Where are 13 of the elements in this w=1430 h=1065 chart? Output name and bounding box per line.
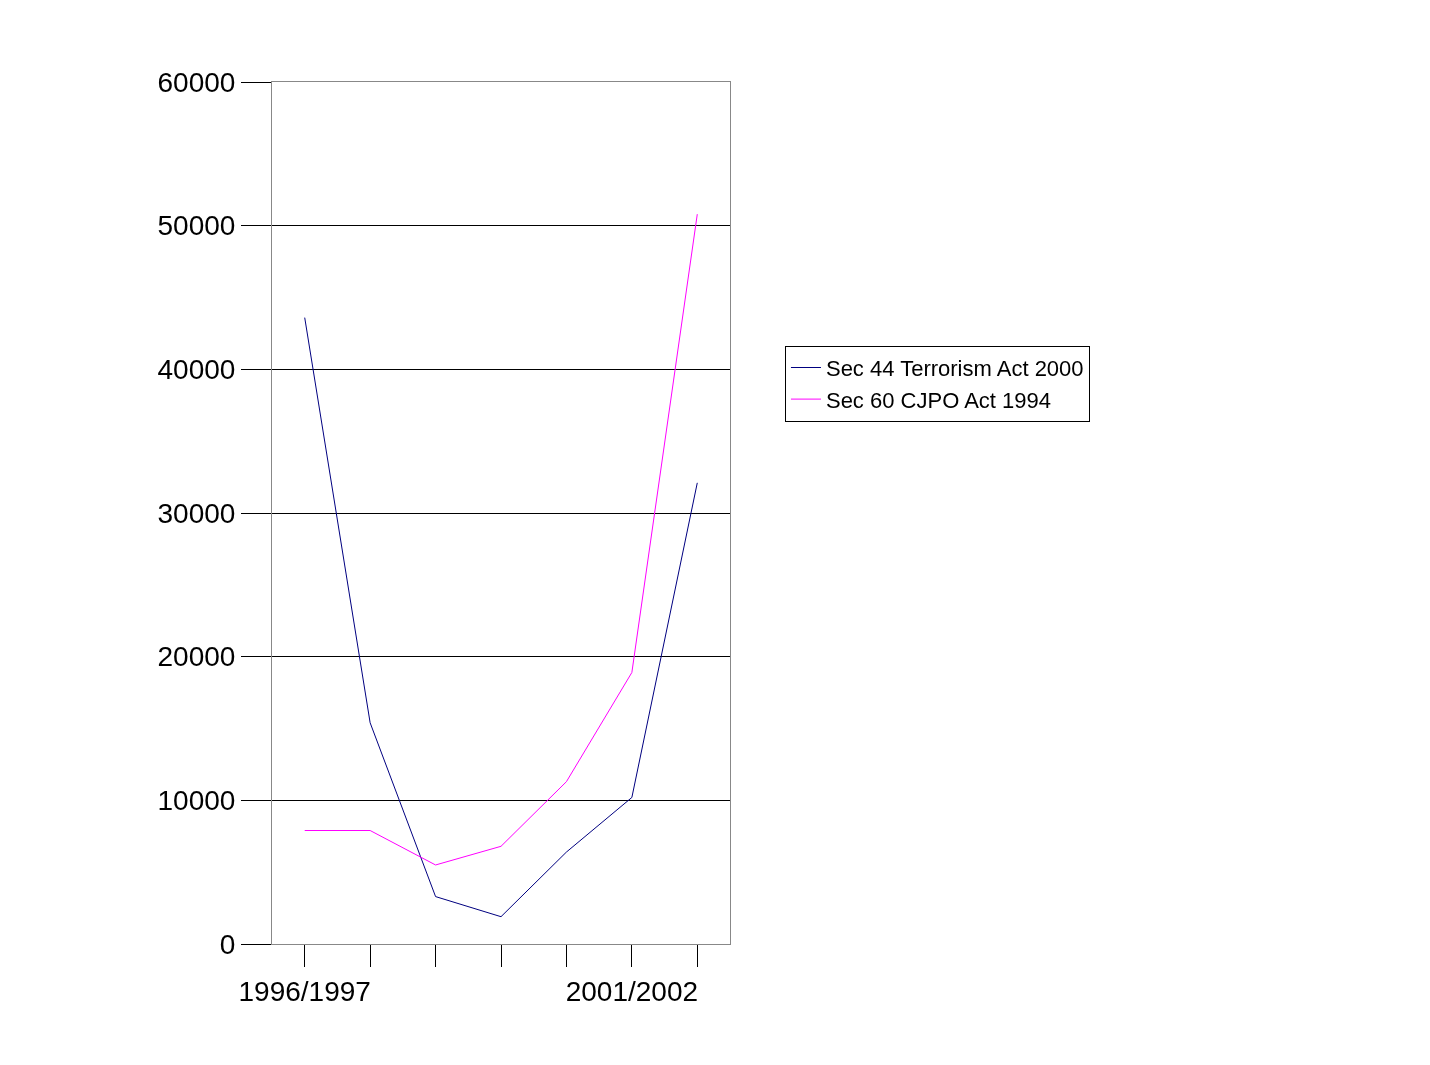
- line-series: [304, 213, 698, 866]
- y-tick-label: 10000: [157, 785, 236, 817]
- y-tick-label: 40000: [157, 354, 236, 386]
- legend-label: Sec 44 Terrorism Act 2000: [825, 356, 1084, 382]
- line-series: [304, 317, 698, 918]
- y-tick-label: 50000: [157, 210, 236, 242]
- y-tick-label: 20000: [157, 641, 236, 673]
- y-tick-label: 60000: [157, 66, 236, 98]
- y-tick-label: 0: [219, 928, 236, 960]
- x-tick-label: 2001/2002: [565, 975, 699, 1007]
- x-tick-label: 1996/1997: [238, 975, 371, 1007]
- y-tick-label: 30000: [157, 497, 236, 529]
- legend-label: Sec 60 CJPO Act 1994: [825, 387, 1051, 413]
